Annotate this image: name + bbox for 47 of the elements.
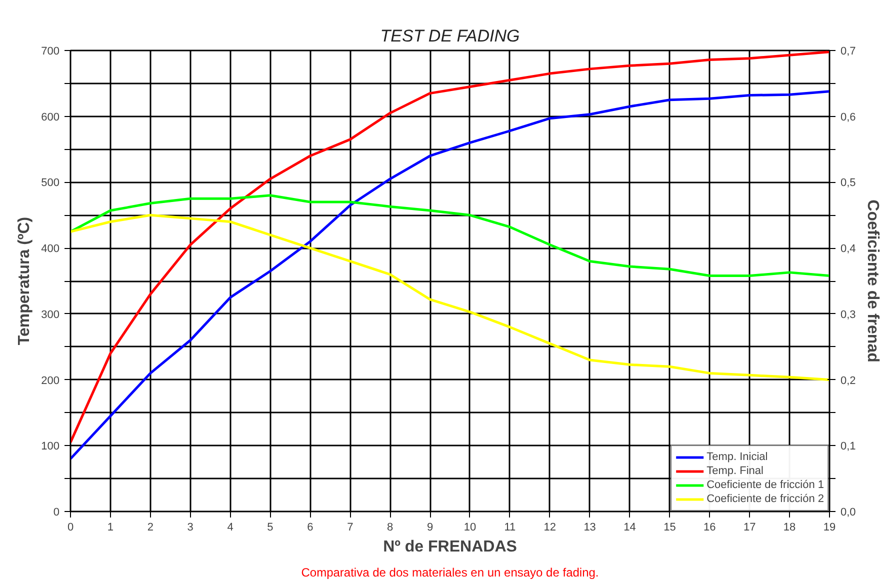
x-tick-label: 6	[307, 522, 314, 534]
x-axis-title: Nº de FRENADAS	[383, 538, 518, 556]
line-series	[70, 194, 830, 277]
x-tick-label: 8	[387, 522, 394, 534]
y-tick-label: 300	[41, 308, 60, 321]
y2-tick-label: 0,6	[840, 111, 856, 124]
x-tick-label: 7	[347, 522, 354, 534]
y2-tick-label: 0,5	[840, 177, 856, 190]
x-tick-label: 0	[67, 522, 74, 534]
x-tick-label: 4	[227, 522, 234, 534]
y-tick-label: 500	[41, 177, 60, 190]
y-tick-label: 100	[41, 440, 60, 453]
x-tick-label: 19	[823, 522, 836, 534]
x-tick-label: 9	[426, 522, 434, 534]
x-tick-label: 11	[504, 522, 516, 534]
x-tick-label: 15	[664, 522, 676, 534]
x-tick-label: 10	[464, 522, 476, 534]
y2-tick-label: 0,1	[840, 440, 856, 453]
y2-tick-label: 0,2	[840, 374, 856, 387]
y-tick-label: 200	[41, 374, 60, 387]
x-tick-label: 13	[584, 522, 596, 534]
x-tick-label: 1	[107, 522, 114, 534]
y2-tick-label: 0,3	[840, 308, 856, 321]
x-tick-label: 12	[544, 522, 556, 534]
line-series	[70, 214, 830, 382]
legend-label: Coeficiente de fricción 1	[706, 478, 824, 492]
y-tick-label: 700	[41, 46, 60, 58]
y-tick-label: 0	[53, 506, 60, 518]
x-tick-label: 3	[187, 522, 194, 534]
x-tick-label: 18	[783, 522, 796, 534]
legend-label: Temp. Inicial	[706, 450, 768, 464]
y2-tick-label: 0,4	[840, 243, 856, 256]
x-tick-label: 14	[624, 522, 636, 534]
y2-tick-label: 0,0	[840, 506, 856, 518]
text: Comparativa de dos materiales en un ensayo de fading.	[301, 566, 599, 580]
legend-label: Coeficiente de fricción 2	[706, 492, 824, 506]
y-tick-label: 600	[41, 111, 60, 124]
y2-axis-title: Coeficiente de frenad	[864, 200, 881, 362]
x-tick-label: 2	[147, 522, 154, 534]
x-tick-label: 17	[743, 522, 756, 534]
y-tick-label: 400	[41, 243, 60, 256]
legend-label: Temp. Final	[706, 464, 764, 478]
x-tick-label: 5	[267, 522, 274, 534]
y-axis-title: Temperatura (ºC)	[16, 216, 34, 346]
chart-title: TEST DE FADING	[380, 26, 520, 46]
y2-tick-label: 0,7	[840, 46, 856, 58]
x-tick-label: 16	[704, 522, 716, 534]
